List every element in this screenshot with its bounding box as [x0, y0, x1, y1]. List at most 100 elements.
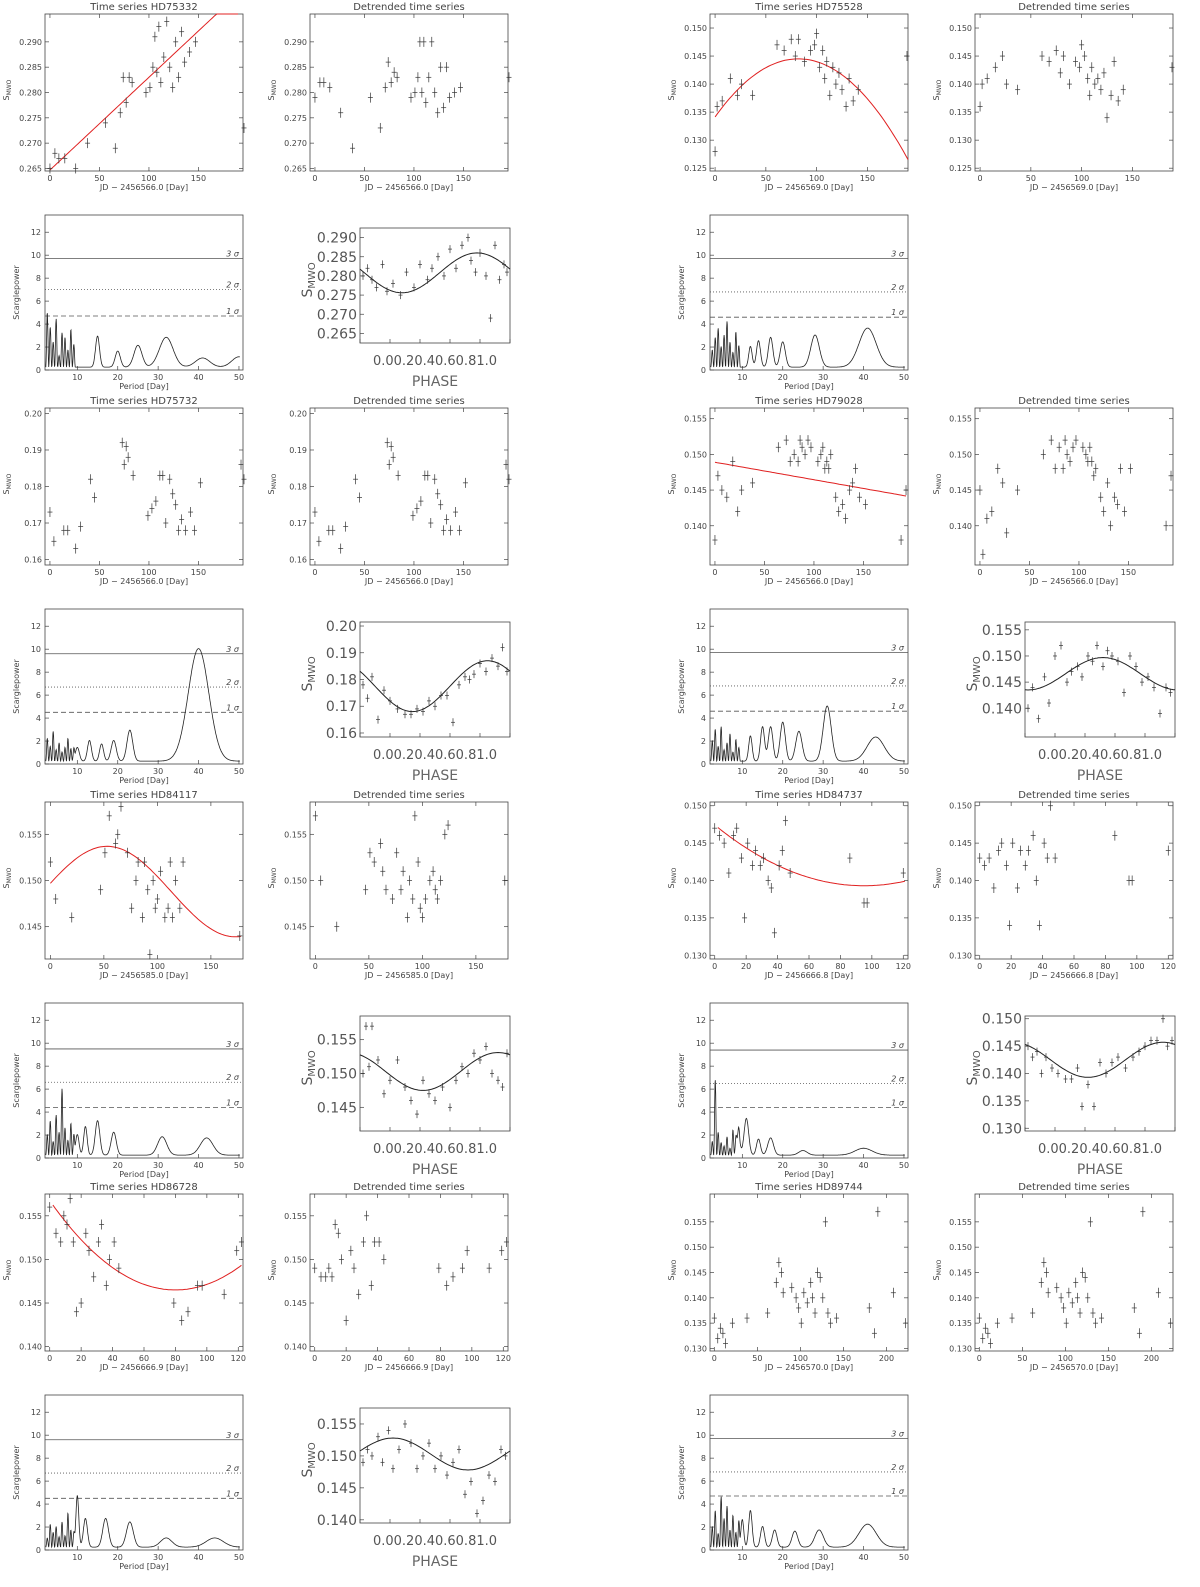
y-tick-label: 0.150 [19, 1255, 42, 1264]
x-tick-label: 10 [737, 1553, 747, 1562]
y-tick-label: 8 [36, 1454, 41, 1463]
y-tick-label: 0.145 [19, 923, 42, 932]
data-point [162, 912, 168, 923]
y-tick-label: 0.17 [326, 699, 357, 715]
y-tick-label: 6 [701, 297, 706, 306]
y-tick-label: 4 [701, 1108, 706, 1117]
y-tick-label: 0.20 [326, 619, 357, 635]
data-point [191, 525, 197, 536]
y-tick-label: 8 [36, 668, 41, 677]
data-point [363, 884, 369, 895]
data-point [67, 1193, 73, 1204]
y-tick-label: 0.270 [284, 139, 307, 148]
x-tick-label: 40 [858, 1553, 868, 1562]
x-axis-label: JD − 2456566.0 [Day] [1029, 577, 1118, 586]
data-point [712, 823, 718, 834]
panel-title: Time series HD89744 [754, 1182, 862, 1193]
data-point [1090, 1308, 1096, 1319]
data-point [783, 435, 789, 446]
data-point [1118, 463, 1124, 474]
plot-frame [359, 227, 511, 344]
y-tick-label: 12 [31, 622, 41, 631]
x-tick-label: 60 [139, 1354, 149, 1363]
phase-point [490, 1069, 494, 1078]
y-tick-label: 0.280 [317, 269, 357, 285]
y-tick-label: 0.145 [317, 1100, 357, 1116]
phase-point [497, 275, 502, 284]
x-tick-labels: 0.00.20.40.60.81.0 [373, 1534, 497, 1549]
phase-point [472, 1049, 476, 1058]
y-tick-label: 0.135 [949, 1319, 972, 1328]
data-point [381, 1254, 387, 1265]
panel-title: Detrended time series [1018, 790, 1130, 801]
data-point [805, 435, 811, 446]
data-point [1136, 1328, 1142, 1339]
y-tick-label: 12 [31, 228, 41, 237]
y-tick-label: 0.19 [24, 446, 42, 455]
data-point [1066, 79, 1072, 90]
y-tick-label: 10 [696, 1431, 706, 1440]
y-tick-label: 0.20 [289, 409, 307, 418]
data-point [394, 847, 400, 858]
x-tick-label: 10 [72, 1553, 82, 1562]
data-point [902, 1318, 908, 1329]
x-tick-label: 50 [359, 174, 369, 183]
data-point [65, 525, 71, 536]
panel-title: Time series HD79028 [754, 396, 862, 407]
phase-point [1086, 1080, 1090, 1089]
data-point [192, 36, 198, 47]
y-tick-label: 0.285 [19, 63, 42, 72]
data-point [150, 875, 156, 886]
data-point [1061, 1302, 1067, 1313]
phase-point [1092, 1102, 1096, 1111]
phase-point [365, 1445, 370, 1454]
data-point [984, 73, 990, 84]
data-point [828, 1318, 834, 1329]
data-point [745, 838, 751, 849]
phase-point [1080, 1102, 1084, 1111]
y-tick-label: 12 [696, 228, 706, 237]
x-tick-label: 100 [406, 174, 421, 183]
phase-point [473, 268, 478, 277]
phase-point [505, 1049, 509, 1058]
data-point [1052, 463, 1058, 474]
x-tick-label: 10 [72, 1161, 82, 1170]
x-axis-label: PHASE [1077, 768, 1123, 784]
data-point [1048, 435, 1054, 446]
phase-point [1149, 1036, 1153, 1045]
data-point [787, 868, 793, 879]
x-tick-label: 0 [47, 174, 52, 183]
y-tick-label: 2 [36, 343, 41, 352]
data-point [1003, 79, 1009, 90]
data-point [123, 97, 129, 108]
x-tick-label: 50 [99, 962, 109, 971]
data-point [415, 857, 421, 868]
data-point [822, 73, 828, 84]
plot-frame [309, 13, 509, 172]
phase-point [361, 1458, 365, 1467]
data-point [165, 903, 171, 914]
x-tick-label: 50 [94, 568, 104, 577]
data-point [503, 459, 509, 470]
data-point [729, 1318, 735, 1329]
data-point [182, 57, 188, 68]
x-tick-label: 20 [113, 373, 123, 382]
plot-frame [974, 407, 1174, 566]
data-point [1014, 882, 1020, 893]
data-point [238, 459, 244, 470]
data-point [809, 1292, 815, 1303]
x-tick-label: 50 [234, 373, 244, 382]
data-point [73, 1306, 79, 1317]
sine-fit [359, 252, 511, 294]
panel-title: Time series HD84117 [89, 790, 197, 801]
phase-point [457, 1445, 461, 1454]
data-point [506, 474, 512, 485]
x-tick-label: 0 [713, 174, 718, 183]
y-tick-label: 0.140 [317, 1513, 357, 1529]
phase-point [1047, 699, 1051, 708]
data-point [176, 72, 182, 83]
data-point [351, 1263, 357, 1274]
data-point [1131, 1302, 1137, 1313]
y-tick-label: 0.270 [19, 139, 42, 148]
